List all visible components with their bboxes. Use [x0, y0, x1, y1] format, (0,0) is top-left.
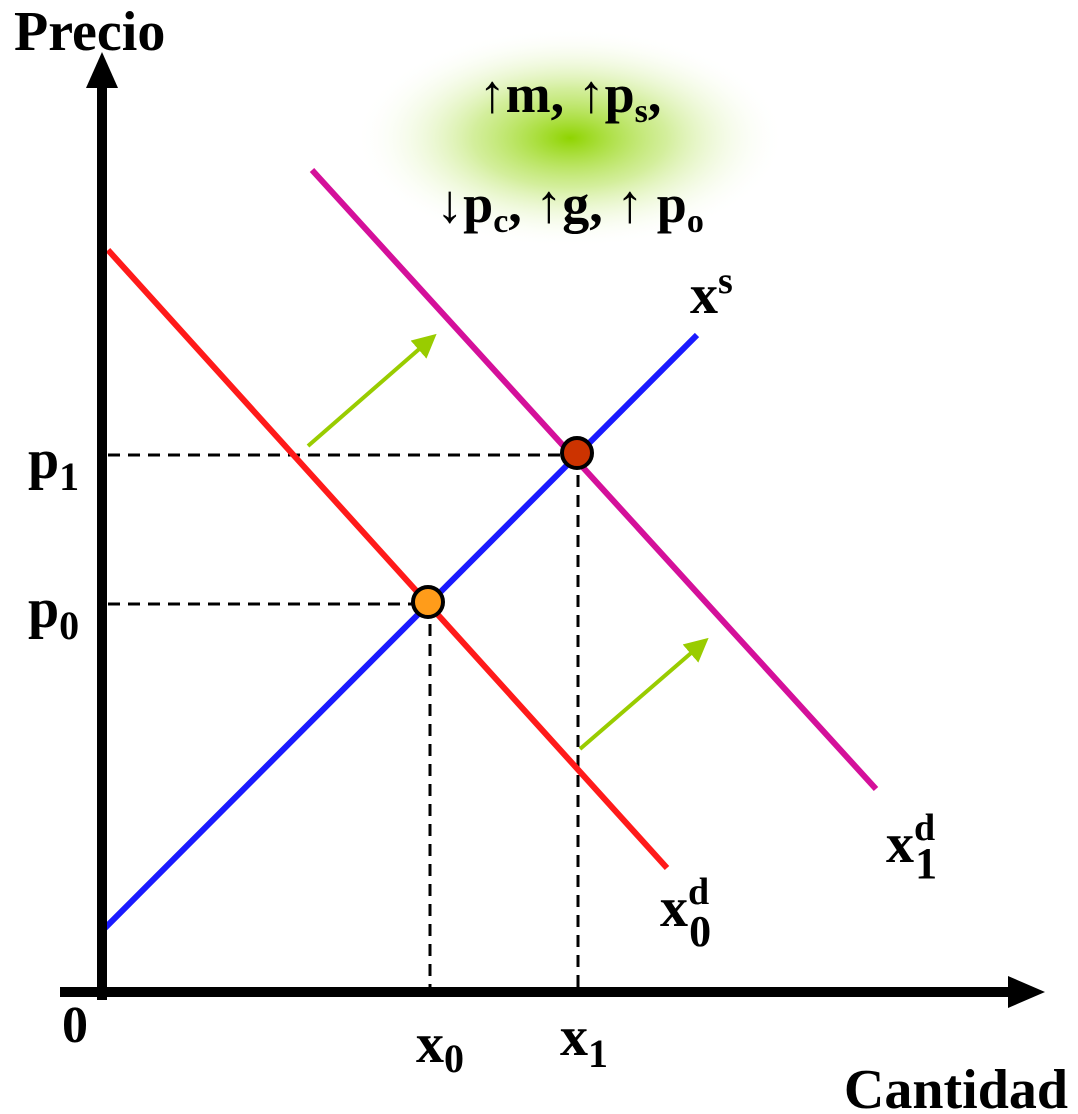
cause-sep-2: ,: [648, 64, 662, 124]
x1-sub: 1: [588, 1031, 608, 1076]
cause-arrow-pc: ↓: [436, 174, 463, 234]
p0-sub: 0: [59, 603, 79, 648]
supply-label: xs: [690, 260, 733, 326]
supply-label-base: x: [690, 264, 718, 326]
demand-1-label: xd 1: [886, 807, 937, 888]
p1-sub: 1: [59, 454, 79, 499]
shift-arrow-lower: [578, 637, 709, 751]
cause-po-base: p: [657, 174, 687, 234]
guide-lines: [108, 453, 580, 992]
y-axis-label: Precio: [14, 1, 165, 63]
causes-line-1: ↑m, ↑ps,: [479, 64, 662, 130]
supply-curve: [102, 332, 700, 931]
cause-sep-1: ,: [551, 64, 578, 124]
shift-arrow-upper: [306, 333, 437, 448]
p1-base: p: [28, 429, 59, 491]
demand-1-label-sub: 1: [915, 839, 937, 888]
demand-0-label: xd 0: [660, 871, 711, 956]
equilibrium-point-1: [560, 436, 594, 470]
causes-line-2: ↓pc, ↑g, ↑ po: [436, 174, 704, 240]
demand-1-label-sup: d: [914, 807, 935, 849]
equilibrium-point-0: [411, 585, 445, 619]
cause-pc-base: p: [463, 174, 493, 234]
price-label-p1: p1: [28, 429, 79, 499]
qty-label-x1: x1: [560, 1006, 608, 1076]
cause-arrow-po: ↑: [616, 174, 657, 234]
supply-label-sup: s: [718, 260, 733, 302]
cause-ps-sub: s: [635, 93, 648, 130]
cause-g: g: [562, 174, 589, 234]
demand-curve-0: [105, 247, 670, 871]
cause-arrow-g: ↑: [535, 174, 562, 234]
demand-0-label-sub: 0: [689, 907, 711, 956]
x1-base: x: [560, 1006, 588, 1068]
x-axis-label: Cantidad: [844, 1059, 1068, 1114]
price-label-p0: p0: [28, 578, 79, 648]
cause-ps-base: p: [605, 64, 635, 124]
x-axis-arrowhead: [1008, 976, 1045, 1008]
qty-label-x0: x0: [416, 1013, 464, 1081]
cause-arrow-ps: ↑: [578, 64, 605, 124]
causes-glow: [355, 28, 785, 248]
cause-sep-3: ,: [508, 174, 535, 234]
x0-sub: 0: [444, 1036, 464, 1081]
y-axis-arrowhead: [86, 52, 118, 88]
demand-curve-1: [309, 167, 879, 792]
demand-1-label-base: x: [886, 813, 914, 875]
x0-base: x: [416, 1013, 444, 1075]
cause-sep-4: ,: [589, 174, 616, 234]
cause-m: m: [506, 64, 551, 124]
demand-0-label-base: x: [660, 877, 688, 939]
origin-label: 0: [62, 997, 88, 1054]
cause-po-sub: o: [687, 203, 704, 240]
cause-arrow-m: ↑: [479, 64, 506, 124]
p0-base: p: [28, 578, 59, 640]
cause-pc-sub: c: [493, 203, 508, 240]
demand-0-label-sup: d: [688, 871, 709, 913]
